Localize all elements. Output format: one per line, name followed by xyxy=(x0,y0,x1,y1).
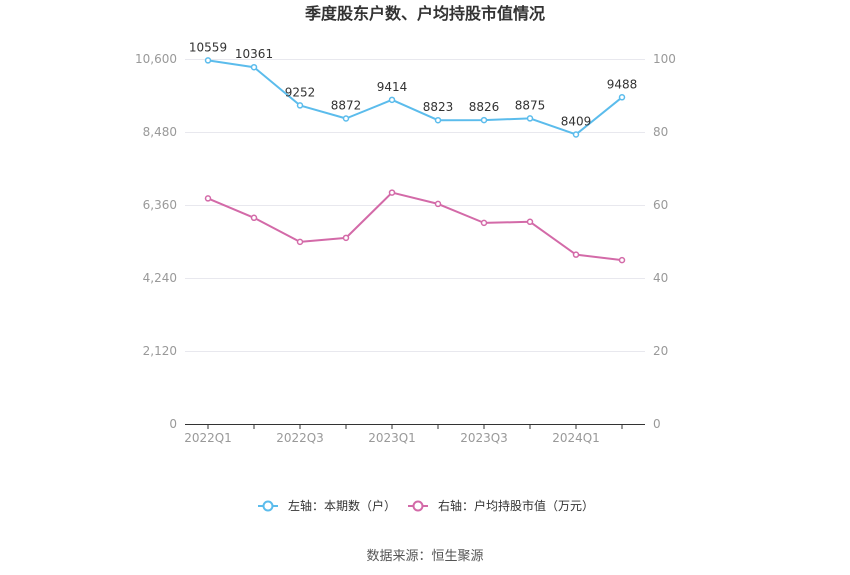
x-tick-label: 2024Q1 xyxy=(552,431,600,445)
legend-item-avg-value[interactable]: 右轴：户均持股市值（万元） xyxy=(408,498,594,513)
legend-label: 左轴：本期数（户） xyxy=(288,498,396,513)
data-point[interactable] xyxy=(296,102,304,109)
data-point[interactable] xyxy=(250,214,258,222)
legend[interactable]: 左轴：本期数（户） 右轴：户均持股市值（万元） xyxy=(258,498,594,513)
left-tick-label: 8,480 xyxy=(143,125,177,139)
data-point[interactable] xyxy=(434,116,442,124)
left-tick-label: 2,120 xyxy=(143,344,177,358)
data-label: 9488 xyxy=(607,77,638,91)
left-tick-label: 4,240 xyxy=(143,271,177,285)
data-label: 8823 xyxy=(423,100,454,114)
data-point[interactable] xyxy=(296,238,304,246)
right-axis: 0 20 40 60 80 100 xyxy=(653,52,676,431)
left-tick-label: 0 xyxy=(169,417,177,431)
series: 10559 10361 9252 8872 9414 8823 8826 8875 8409 94… xyxy=(189,40,638,264)
data-point[interactable] xyxy=(480,219,488,227)
x-tick-label: 2023Q1 xyxy=(368,431,416,445)
data-point[interactable] xyxy=(434,200,442,208)
chart-title: 季度股东户数、户均持股市值情况 xyxy=(304,4,545,23)
data-point[interactable] xyxy=(388,189,396,196)
data-point[interactable] xyxy=(388,96,396,104)
series-line xyxy=(207,191,623,262)
data-label: 8875 xyxy=(515,98,546,112)
data-point[interactable] xyxy=(342,115,350,122)
right-tick-label: 40 xyxy=(653,271,668,285)
right-tick-label: 0 xyxy=(653,417,661,431)
series-holders: 10559 10361 9252 8872 9414 8823 8826 8875 8409 94… xyxy=(189,40,638,138)
data-label: 10361 xyxy=(235,47,273,61)
data-point[interactable] xyxy=(572,251,580,258)
right-tick-label: 20 xyxy=(653,344,668,358)
grid xyxy=(185,59,645,352)
data-point[interactable] xyxy=(526,115,534,122)
x-axis: 2022Q1 2022Q3 2023Q1 2023Q3 2024Q1 xyxy=(184,424,623,445)
legend-label: 右轴：户均持股市值（万元） xyxy=(438,498,594,513)
data-point[interactable] xyxy=(204,57,212,64)
x-tick-label: 2022Q1 xyxy=(184,431,232,445)
left-tick-label: 6,360 xyxy=(143,198,177,212)
data-label: 10559 xyxy=(189,40,227,54)
series-line xyxy=(207,59,623,136)
right-tick-label: 100 xyxy=(653,52,676,66)
x-tick-label: 2022Q3 xyxy=(276,431,324,445)
data-point[interactable] xyxy=(618,94,626,101)
data-label: 8872 xyxy=(331,99,362,113)
data-point[interactable] xyxy=(572,131,580,138)
data-label: 8826 xyxy=(469,100,500,114)
data-label: 8409 xyxy=(561,114,592,128)
data-point[interactable] xyxy=(204,195,212,202)
left-axis: 0 2,120 4,240 6,360 8,480 10,600 xyxy=(135,52,177,431)
data-point[interactable] xyxy=(250,63,258,71)
legend-marker-icon xyxy=(412,500,424,512)
legend-item-holders[interactable]: 左轴：本期数（户） xyxy=(258,498,396,513)
data-point[interactable] xyxy=(480,116,488,124)
data-point[interactable] xyxy=(342,234,350,242)
series-avg-value xyxy=(204,189,626,264)
right-tick-label: 80 xyxy=(653,125,668,139)
right-tick-label: 60 xyxy=(653,198,668,212)
data-label: 9414 xyxy=(377,80,408,94)
data-point[interactable] xyxy=(618,256,626,264)
x-tick-label: 2023Q3 xyxy=(460,431,508,445)
source-note: 数据来源：恒生聚源 xyxy=(366,549,483,564)
legend-marker-icon xyxy=(262,500,274,512)
left-tick-label: 10,600 xyxy=(135,52,177,66)
data-point[interactable] xyxy=(526,218,534,226)
data-label: 9252 xyxy=(285,85,316,99)
